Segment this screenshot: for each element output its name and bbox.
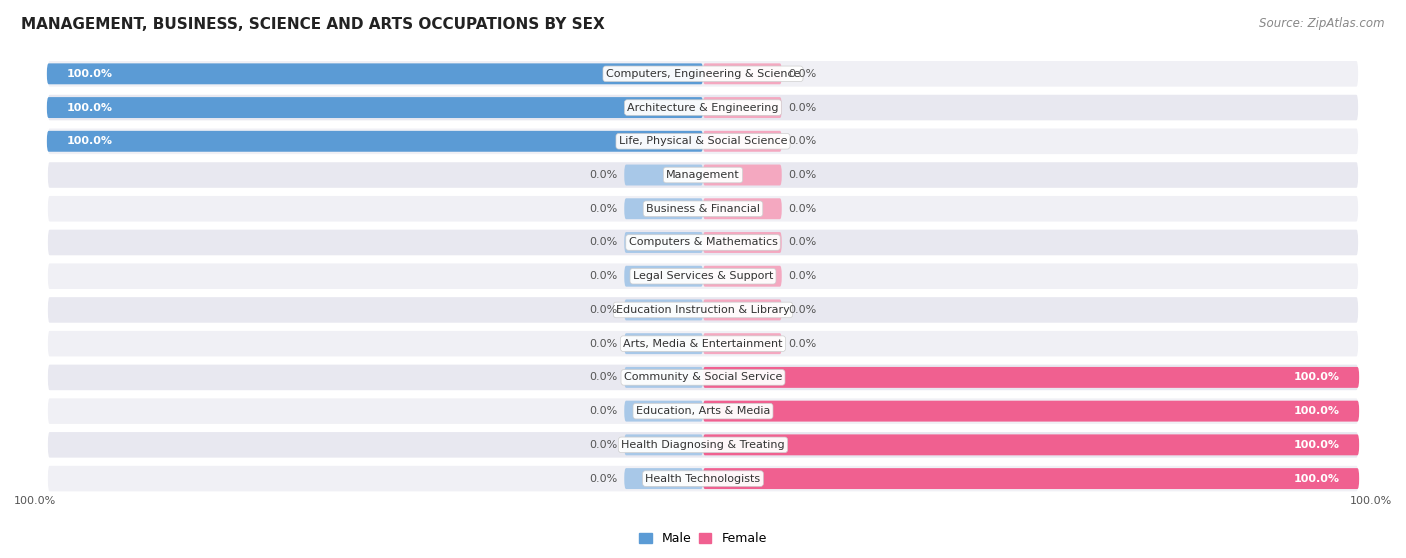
Text: 0.0%: 0.0% [789, 339, 817, 349]
FancyBboxPatch shape [46, 296, 1360, 324]
FancyBboxPatch shape [46, 127, 1360, 155]
FancyBboxPatch shape [703, 64, 782, 84]
Legend: Male, Female: Male, Female [634, 527, 772, 550]
Text: Arts, Media & Entertainment: Arts, Media & Entertainment [623, 339, 783, 349]
FancyBboxPatch shape [624, 333, 703, 354]
Text: 100.0%: 100.0% [1294, 372, 1340, 382]
FancyBboxPatch shape [703, 198, 782, 219]
FancyBboxPatch shape [703, 232, 782, 253]
Text: 100.0%: 100.0% [14, 496, 56, 506]
FancyBboxPatch shape [624, 434, 703, 455]
FancyBboxPatch shape [703, 468, 1360, 489]
Text: 100.0%: 100.0% [1294, 474, 1340, 484]
Text: 0.0%: 0.0% [789, 305, 817, 315]
Text: 0.0%: 0.0% [789, 204, 817, 214]
FancyBboxPatch shape [46, 64, 703, 84]
Text: Life, Physical & Social Science: Life, Physical & Social Science [619, 136, 787, 146]
Text: Computers, Engineering & Science: Computers, Engineering & Science [606, 69, 800, 79]
Text: 100.0%: 100.0% [1294, 440, 1340, 450]
Text: Management: Management [666, 170, 740, 180]
FancyBboxPatch shape [703, 131, 782, 152]
Text: Source: ZipAtlas.com: Source: ZipAtlas.com [1260, 17, 1385, 30]
FancyBboxPatch shape [624, 367, 703, 388]
FancyBboxPatch shape [46, 364, 1360, 391]
Text: Computers & Mathematics: Computers & Mathematics [628, 238, 778, 248]
Text: 0.0%: 0.0% [589, 372, 617, 382]
Text: Health Diagnosing & Treating: Health Diagnosing & Treating [621, 440, 785, 450]
Text: Business & Financial: Business & Financial [645, 204, 761, 214]
FancyBboxPatch shape [624, 198, 703, 219]
FancyBboxPatch shape [624, 165, 703, 185]
Text: Architecture & Engineering: Architecture & Engineering [627, 103, 779, 113]
Text: 0.0%: 0.0% [589, 474, 617, 484]
Text: 0.0%: 0.0% [789, 103, 817, 113]
Text: Community & Social Service: Community & Social Service [624, 372, 782, 382]
Text: 100.0%: 100.0% [66, 69, 112, 79]
Text: 0.0%: 0.0% [789, 271, 817, 281]
FancyBboxPatch shape [46, 397, 1360, 425]
FancyBboxPatch shape [703, 367, 1360, 388]
FancyBboxPatch shape [46, 161, 1360, 189]
FancyBboxPatch shape [703, 165, 782, 185]
Text: Education Instruction & Library: Education Instruction & Library [616, 305, 790, 315]
Text: 0.0%: 0.0% [589, 204, 617, 214]
Text: MANAGEMENT, BUSINESS, SCIENCE AND ARTS OCCUPATIONS BY SEX: MANAGEMENT, BUSINESS, SCIENCE AND ARTS O… [21, 17, 605, 32]
Text: Education, Arts & Media: Education, Arts & Media [636, 406, 770, 416]
FancyBboxPatch shape [703, 434, 1360, 455]
FancyBboxPatch shape [624, 468, 703, 489]
FancyBboxPatch shape [624, 266, 703, 287]
FancyBboxPatch shape [46, 131, 703, 152]
Text: 0.0%: 0.0% [589, 271, 617, 281]
Text: 100.0%: 100.0% [66, 136, 112, 146]
Text: Legal Services & Support: Legal Services & Support [633, 271, 773, 281]
Text: 0.0%: 0.0% [589, 170, 617, 180]
Text: 0.0%: 0.0% [589, 406, 617, 416]
FancyBboxPatch shape [46, 465, 1360, 492]
Text: 0.0%: 0.0% [789, 69, 817, 79]
FancyBboxPatch shape [46, 330, 1360, 358]
Text: 0.0%: 0.0% [789, 238, 817, 248]
FancyBboxPatch shape [624, 300, 703, 320]
Text: Health Technologists: Health Technologists [645, 474, 761, 484]
FancyBboxPatch shape [46, 60, 1360, 88]
FancyBboxPatch shape [624, 401, 703, 422]
FancyBboxPatch shape [46, 229, 1360, 256]
FancyBboxPatch shape [624, 232, 703, 253]
FancyBboxPatch shape [46, 97, 703, 118]
Text: 0.0%: 0.0% [589, 305, 617, 315]
Text: 0.0%: 0.0% [589, 440, 617, 450]
FancyBboxPatch shape [46, 262, 1360, 290]
Text: 100.0%: 100.0% [1294, 406, 1340, 416]
FancyBboxPatch shape [703, 266, 782, 287]
FancyBboxPatch shape [703, 333, 782, 354]
Text: 0.0%: 0.0% [589, 238, 617, 248]
Text: 0.0%: 0.0% [789, 170, 817, 180]
FancyBboxPatch shape [46, 94, 1360, 122]
FancyBboxPatch shape [46, 195, 1360, 223]
Text: 0.0%: 0.0% [789, 136, 817, 146]
FancyBboxPatch shape [703, 300, 782, 320]
FancyBboxPatch shape [703, 401, 1360, 422]
Text: 0.0%: 0.0% [589, 339, 617, 349]
FancyBboxPatch shape [46, 431, 1360, 459]
Text: 100.0%: 100.0% [1350, 496, 1392, 506]
Text: 100.0%: 100.0% [66, 103, 112, 113]
FancyBboxPatch shape [703, 97, 782, 118]
